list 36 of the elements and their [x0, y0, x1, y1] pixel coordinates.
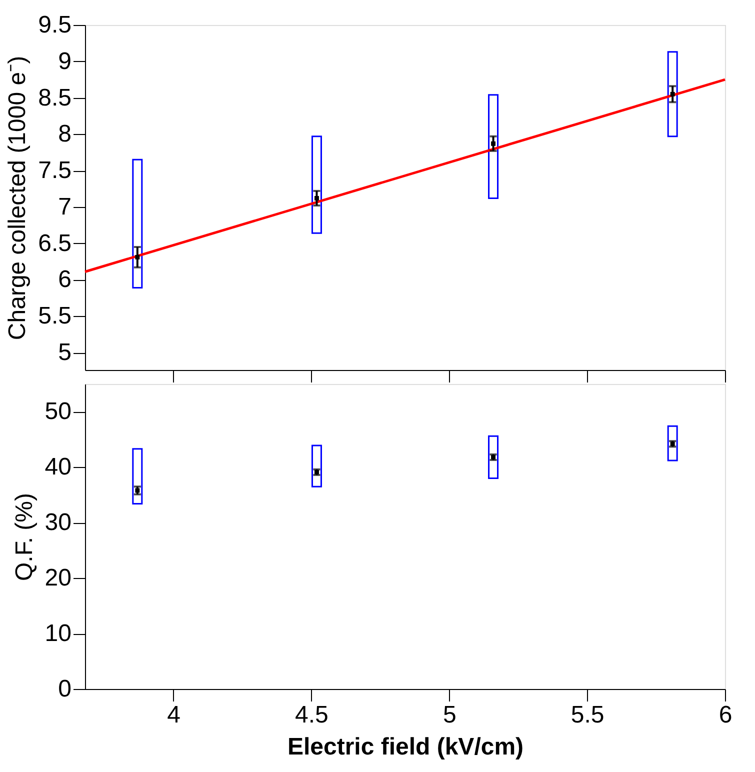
y-tick-label: 7: [58, 193, 72, 220]
y-tick-label: 8: [58, 120, 72, 148]
x-tick-label: 4: [167, 702, 180, 728]
bar: [311, 136, 322, 234]
bar: [132, 158, 143, 289]
y-axis-title: Charge collected (1000 e⁻): [4, 56, 32, 340]
y-tick-label: 9.5: [38, 12, 72, 38]
bar: [667, 51, 678, 138]
y-tick-label: 5: [58, 339, 72, 366]
x-axis-title: Electric field (kV/cm): [287, 734, 524, 760]
x-tick-label: 5: [442, 702, 456, 728]
y-tick-label: 9: [58, 48, 72, 75]
point: [135, 254, 140, 260]
y-tick-label: 8.5: [38, 84, 72, 112]
y-tick-label: 0: [58, 676, 72, 702]
bar: [667, 425, 678, 462]
y-tick-label: 5.5: [38, 302, 72, 330]
y-tick-label: 10: [44, 620, 72, 648]
point: [491, 141, 496, 146]
x-tick-label: 6: [718, 702, 732, 728]
point: [314, 196, 319, 200]
bar: [132, 448, 143, 505]
y-tick-label: 6.5: [38, 230, 72, 257]
bar: [488, 435, 499, 480]
y-tick-label: 40: [44, 454, 72, 481]
y-tick-label: 20: [44, 564, 72, 592]
y-axis-title: Q.F. (%): [10, 493, 38, 581]
y-tick-label: 30: [44, 509, 72, 536]
y-tick-label: 6: [58, 266, 72, 294]
x-tick-label: 5.5: [570, 702, 604, 728]
bar: [311, 444, 322, 488]
point: [670, 92, 675, 96]
x-tick-label: 4.5: [295, 702, 328, 728]
y-tick-label: 50: [44, 398, 72, 426]
bar: [488, 94, 499, 199]
y-tick-label: 7.5: [38, 157, 72, 184]
